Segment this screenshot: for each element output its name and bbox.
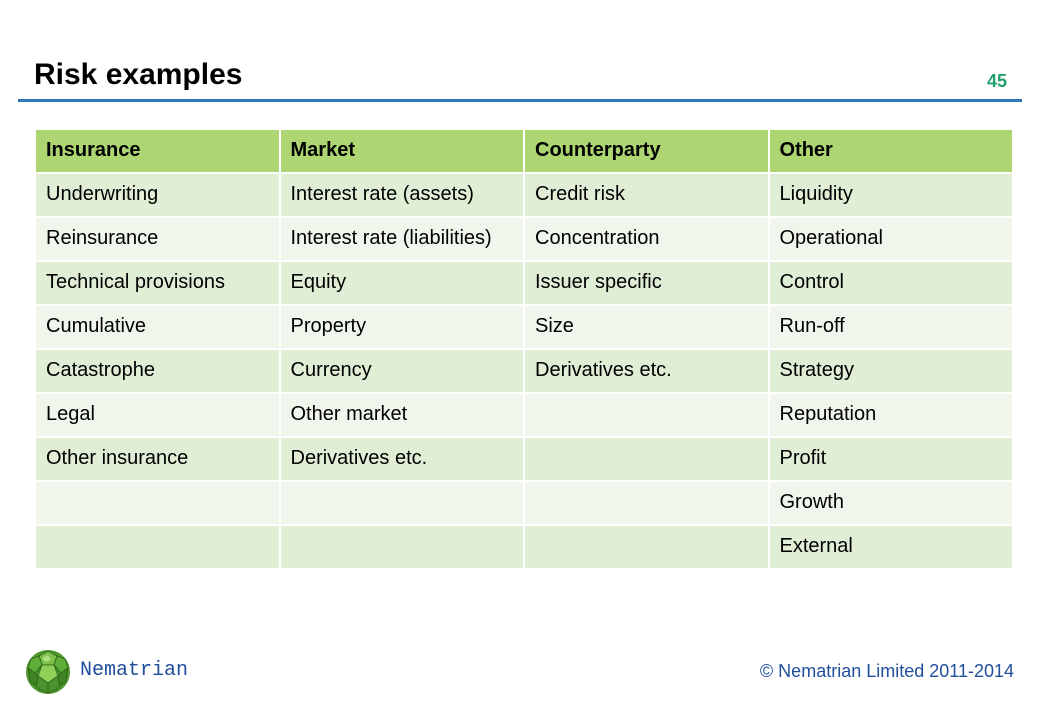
slide-title: Risk examples: [34, 58, 243, 91]
table-cell: External: [767, 524, 1014, 570]
green-polyhedron-icon: [26, 650, 70, 694]
table-cell: [523, 480, 770, 526]
risk-examples-table: Insurance Market Counterparty Other Unde…: [34, 128, 1014, 570]
table-row: Other insurance Derivatives etc. Profit: [34, 436, 1014, 482]
header-counterparty: Counterparty: [523, 128, 770, 174]
table-cell: Interest rate (assets): [278, 172, 525, 218]
table-cell: Concentration: [523, 216, 770, 262]
table-cell: Reputation: [767, 392, 1014, 438]
table-cell: Currency: [278, 348, 525, 394]
table-cell: [34, 524, 281, 570]
table-cell: [523, 436, 770, 482]
table-row: Underwriting Interest rate (assets) Cred…: [34, 172, 1014, 218]
table-cell: Liquidity: [767, 172, 1014, 218]
table-cell: Interest rate (liabilities): [278, 216, 525, 262]
table-cell: Other insurance: [34, 436, 281, 482]
table-cell: Issuer specific: [523, 260, 770, 306]
table-row: Legal Other market Reputation: [34, 392, 1014, 438]
table-cell: [523, 392, 770, 438]
table-row: Cumulative Property Size Run-off: [34, 304, 1014, 350]
title-divider: [18, 99, 1022, 102]
table-cell: Operational: [767, 216, 1014, 262]
table-row: Growth: [34, 480, 1014, 526]
table-row: External: [34, 524, 1014, 570]
table-cell: Derivatives etc.: [523, 348, 770, 394]
footer-brand: Nematrian: [80, 659, 189, 682]
header-insurance: Insurance: [34, 128, 281, 174]
table-cell: Run-off: [767, 304, 1014, 350]
table-cell: Control: [767, 260, 1014, 306]
table-header-row: Insurance Market Counterparty Other: [34, 128, 1014, 174]
table-cell: Technical provisions: [34, 260, 281, 306]
header-other: Other: [767, 128, 1014, 174]
table-cell: [523, 524, 770, 570]
table-cell: Strategy: [767, 348, 1014, 394]
table-cell: Legal: [34, 392, 281, 438]
table-cell: Reinsurance: [34, 216, 281, 262]
table-cell: Underwriting: [34, 172, 281, 218]
table-row: Catastrophe Currency Derivatives etc. St…: [34, 348, 1014, 394]
table-cell: Property: [278, 304, 525, 350]
table-cell: Derivatives etc.: [278, 436, 525, 482]
header-market: Market: [278, 128, 525, 174]
slide-number: 45: [986, 71, 1007, 91]
footer-copyright: © Nematrian Limited 2011-2014: [759, 661, 1014, 681]
table-cell: Credit risk: [523, 172, 770, 218]
table-header: Insurance Market Counterparty Other: [34, 128, 1014, 174]
table-row: Reinsurance Interest rate (liabilities) …: [34, 216, 1014, 262]
table-cell: Other market: [278, 392, 525, 438]
table-cell: [278, 524, 525, 570]
table-cell: Profit: [767, 436, 1014, 482]
table-body: Underwriting Interest rate (assets) Cred…: [34, 172, 1014, 570]
table-cell: Catastrophe: [34, 348, 281, 394]
table-cell: Cumulative: [34, 304, 281, 350]
table-cell: [278, 480, 525, 526]
table-cell: Size: [523, 304, 770, 350]
table-cell: Equity: [278, 260, 525, 306]
table-cell: [34, 480, 281, 526]
table-row: Technical provisions Equity Issuer speci…: [34, 260, 1014, 306]
table-cell: Growth: [767, 480, 1014, 526]
